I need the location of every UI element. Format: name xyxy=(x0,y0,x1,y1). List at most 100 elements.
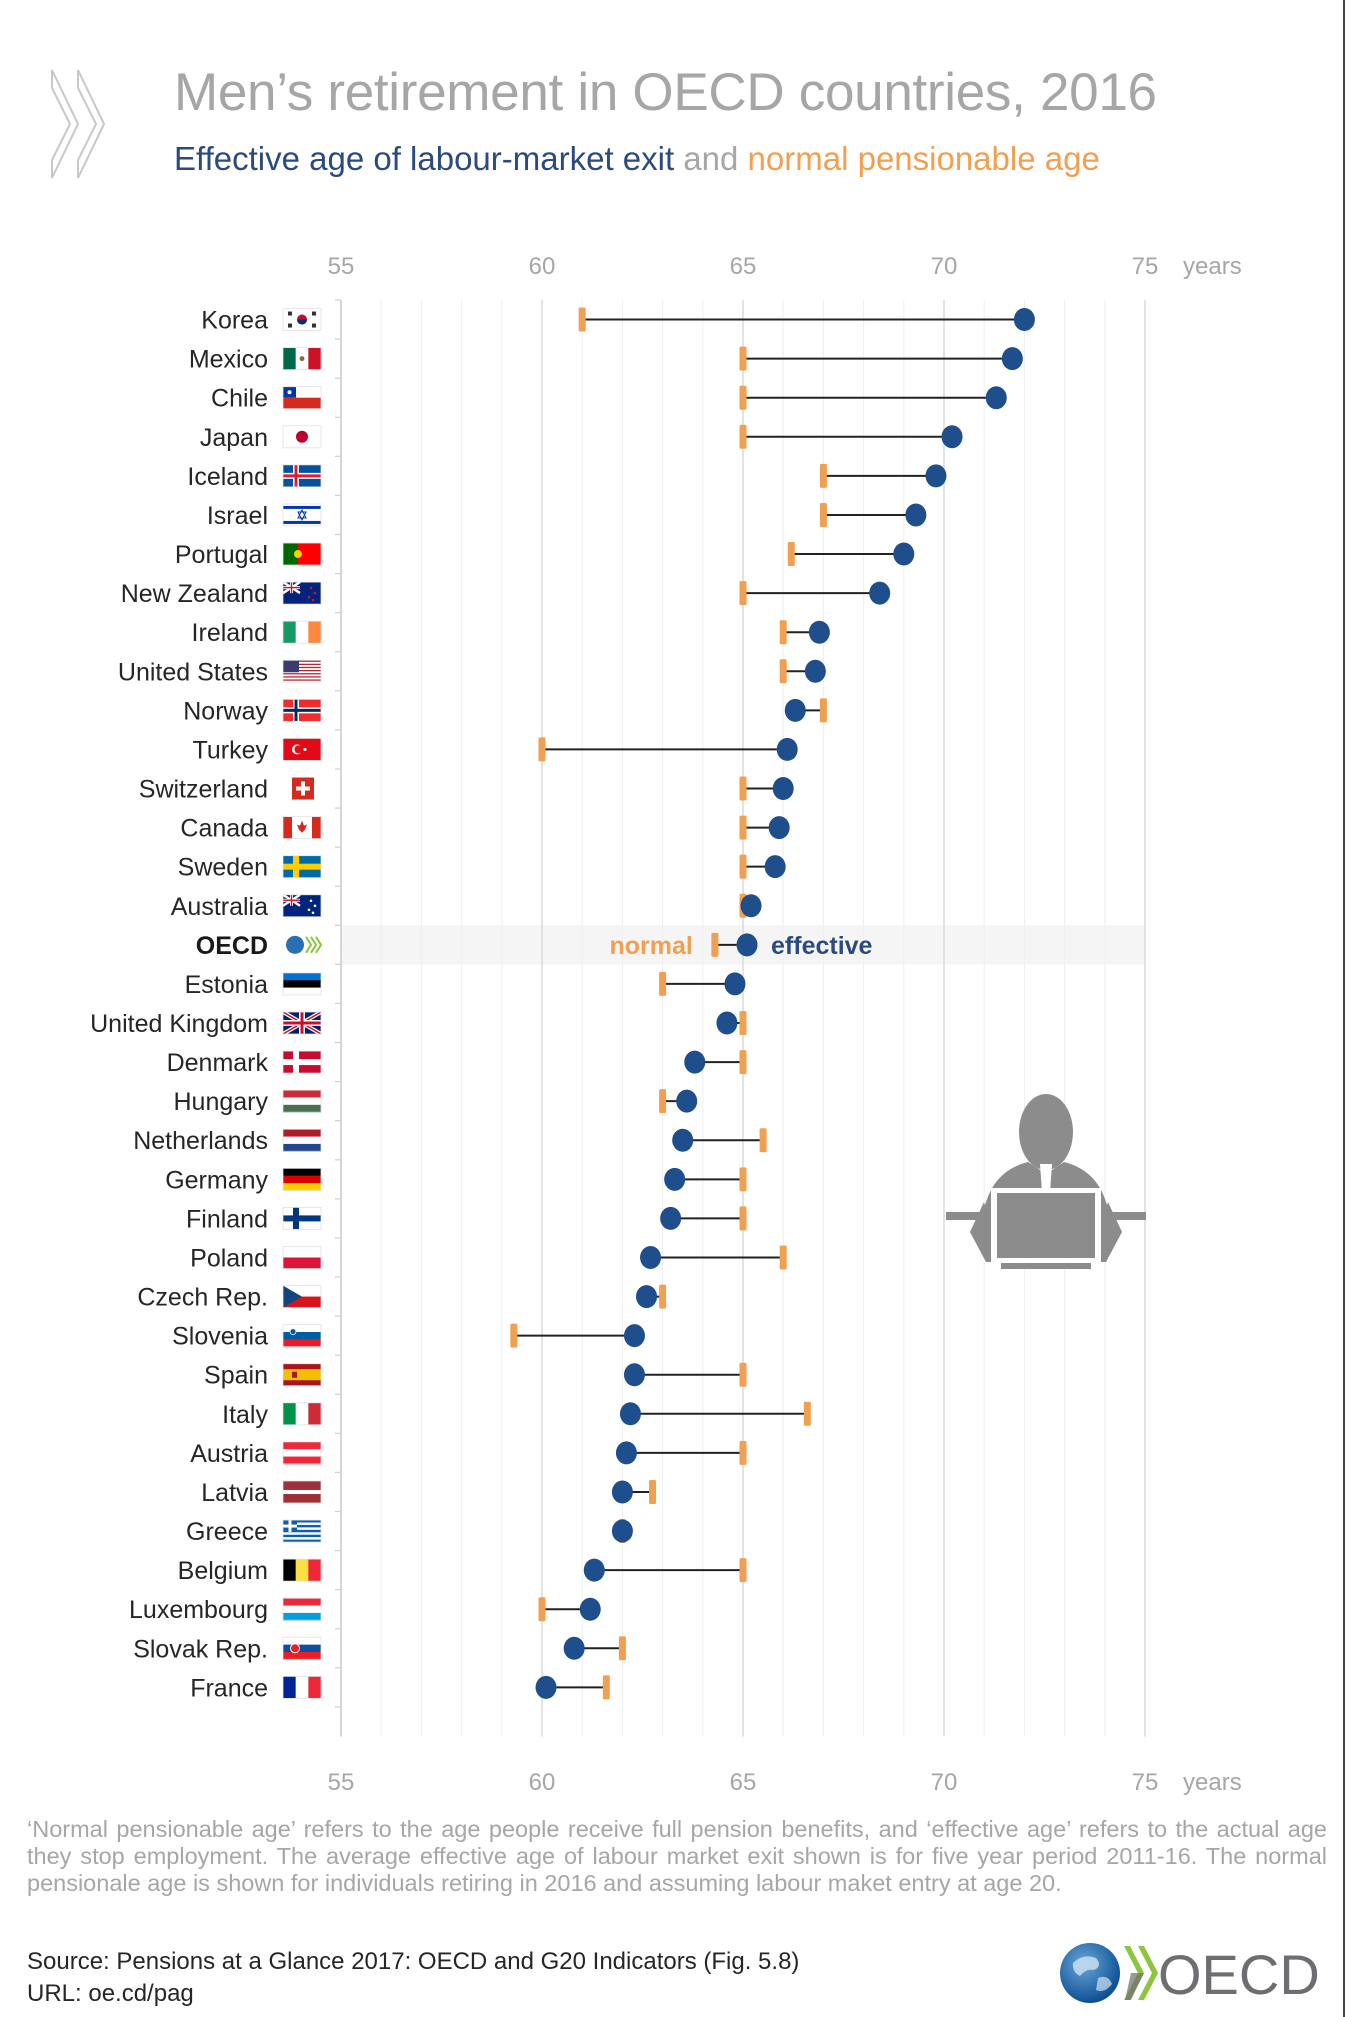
country-label: Belgium xyxy=(178,1557,268,1585)
effective-age-dot xyxy=(664,1167,686,1191)
normal-age-marker xyxy=(739,1167,747,1192)
country-label: Ireland xyxy=(192,619,268,647)
flag-denmark-icon xyxy=(282,1050,322,1074)
flag-italy-icon xyxy=(282,1402,322,1426)
normal-age-marker xyxy=(659,1284,667,1309)
normal-age-marker xyxy=(739,1440,747,1465)
x-unit-label-top: years xyxy=(1183,253,1242,280)
country-label: Turkey xyxy=(193,736,269,764)
normal-age-marker xyxy=(819,463,827,488)
source-citation: Source: Pensions at a Glance 2017: OECD … xyxy=(27,1948,800,1975)
effective-age-dot xyxy=(784,698,806,722)
effective-age-dot xyxy=(583,1558,605,1582)
country-label: Japan xyxy=(200,424,268,452)
source-url[interactable]: URL: oe.cd/pag xyxy=(27,1980,194,2007)
effective-age-dot xyxy=(1001,347,1023,371)
source-block: Source: Pensions at a Glance 2017: OECD … xyxy=(27,1946,799,2010)
country-label: United States xyxy=(118,658,268,686)
effective-age-dot xyxy=(1013,308,1035,332)
flag-united-states-icon xyxy=(282,659,322,683)
normal-age-marker xyxy=(538,737,546,762)
effective-age-dot xyxy=(764,855,786,879)
normal-age-marker xyxy=(618,1636,626,1661)
effective-age-dot xyxy=(640,1245,662,1269)
country-label: France xyxy=(190,1674,268,1702)
axis-layer: 55 60 65 70 75 years 55 60 65 70 75 years xyxy=(328,253,1242,1796)
country-label: Israel xyxy=(207,502,268,530)
normal-age-marker xyxy=(739,1558,747,1583)
flag-netherlands-icon xyxy=(282,1128,322,1152)
normal-age-marker xyxy=(739,815,747,840)
flag-czech-rep-icon xyxy=(282,1285,322,1308)
country-label: Slovak Rep. xyxy=(133,1635,268,1663)
effective-age-dot xyxy=(611,1519,633,1543)
flag-sweden-icon xyxy=(282,855,322,879)
effective-age-dot xyxy=(740,894,762,918)
country-label: Switzerland xyxy=(139,776,268,804)
effective-age-dot xyxy=(772,777,794,801)
effective-age-dot xyxy=(736,933,758,957)
effective-age-dot xyxy=(563,1636,585,1660)
flag-austria-icon xyxy=(282,1441,322,1465)
x-tick-label-bottom: 75 xyxy=(1132,1769,1159,1796)
oecd-globe-logo: OECD xyxy=(1060,1943,1318,2006)
effective-age-dot xyxy=(905,503,927,527)
effective-age-dot xyxy=(660,1206,682,1230)
normal-age-marker xyxy=(739,1206,747,1231)
flag-france-icon xyxy=(282,1675,322,1699)
effective-age-dot xyxy=(985,386,1007,410)
flag-slovenia-icon xyxy=(282,1324,322,1348)
flag-israel-icon xyxy=(282,503,322,527)
flag-united-kingdom-icon xyxy=(281,1010,323,1036)
country-label: Italy xyxy=(222,1401,268,1429)
country-label: Austria xyxy=(190,1440,268,1468)
normal-age-marker xyxy=(739,854,747,879)
country-label: Chile xyxy=(211,385,268,413)
oecd-logo-text: OECD xyxy=(1158,1943,1318,2006)
x-unit-label-bottom: years xyxy=(1183,1769,1242,1796)
legend-layer: normal effective xyxy=(610,932,873,960)
effective-age-dot xyxy=(636,1285,658,1309)
footnote: ‘Normal pensionable age’ refers to the a… xyxy=(27,1816,1327,1896)
flag-norway-icon xyxy=(282,698,322,722)
effective-age-dot xyxy=(672,1128,694,1152)
subtitle-effective: Effective age of labour-market exit xyxy=(174,140,675,177)
flag-iceland-icon xyxy=(282,464,322,488)
normal-age-marker xyxy=(819,502,827,527)
country-label: OECD xyxy=(196,932,268,960)
country-label: Luxembourg xyxy=(129,1596,268,1624)
country-label: New Zealand xyxy=(121,580,268,608)
normal-age-marker xyxy=(659,971,667,996)
country-label: Korea xyxy=(201,307,268,335)
page-title: Men’s retirement in OECD countries, 2016 xyxy=(174,63,1157,122)
normal-age-marker xyxy=(779,659,787,684)
effective-age-dot xyxy=(676,1089,698,1113)
country-label: Mexico xyxy=(189,346,268,374)
marks-layer xyxy=(510,307,1035,1700)
normal-age-marker xyxy=(819,698,827,723)
flag-spain-icon xyxy=(282,1363,322,1387)
x-tick-label-bottom: 70 xyxy=(931,1769,958,1796)
country-label: Iceland xyxy=(187,463,268,491)
normal-age-marker xyxy=(739,1011,747,1035)
country-label: Spain xyxy=(204,1362,268,1390)
flag-canada-icon xyxy=(282,816,322,839)
country-label: Finland xyxy=(186,1205,268,1233)
effective-age-dot xyxy=(893,542,915,566)
effective-age-dot xyxy=(869,581,891,605)
flag-mexico-icon xyxy=(282,347,322,371)
subtitle-normal: normal pensionable age xyxy=(747,140,1100,177)
normal-age-marker xyxy=(538,1597,546,1622)
flag-germany-icon xyxy=(282,1167,322,1191)
flag-luxembourg-icon xyxy=(282,1597,322,1621)
country-label: Hungary xyxy=(174,1088,269,1116)
country-label: Portugal xyxy=(175,541,268,569)
flag-turkey-icon xyxy=(282,738,322,761)
x-tick-label-top: 65 xyxy=(730,253,757,280)
effective-age-dot xyxy=(925,464,947,488)
flag-switzerland-icon xyxy=(292,777,314,800)
flag-poland-icon xyxy=(282,1246,322,1269)
country-label: Germany xyxy=(165,1166,268,1194)
flag-slovak-rep-icon xyxy=(282,1636,322,1660)
effective-age-dot xyxy=(623,1363,645,1387)
